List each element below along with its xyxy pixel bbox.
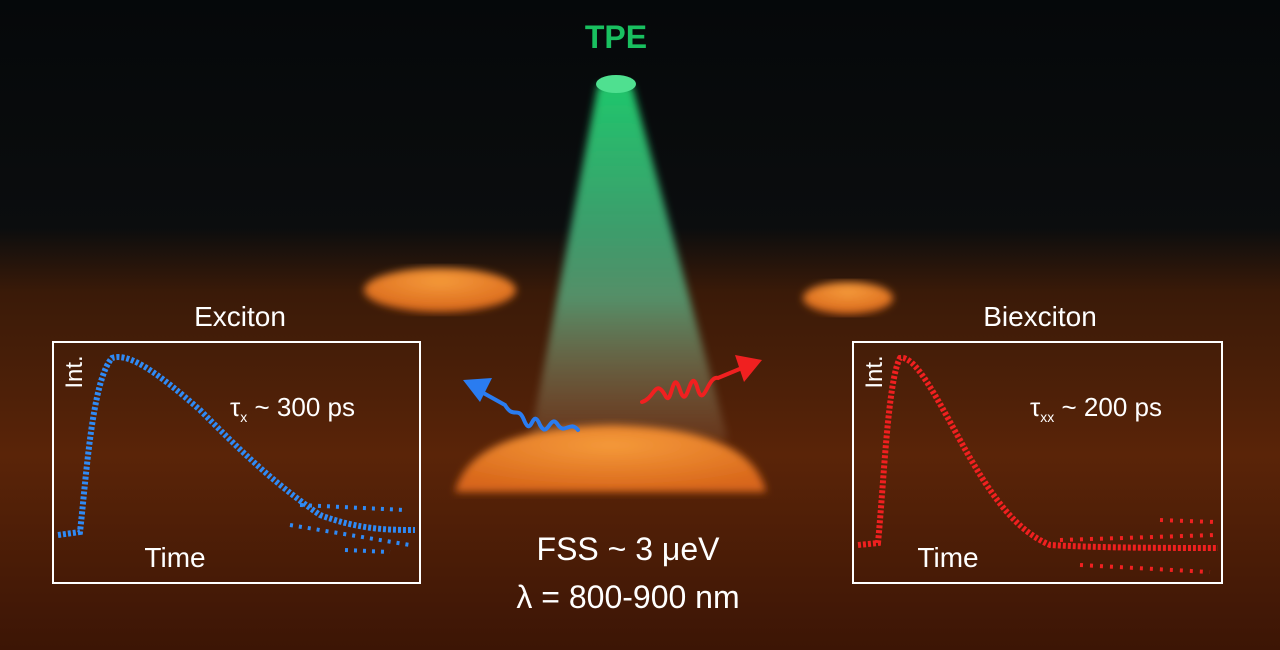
photon-red xyxy=(640,355,762,404)
plot-frame xyxy=(852,341,1223,584)
lifetime-label: τxx ~ 200 ps xyxy=(1030,392,1162,425)
photon-blue xyxy=(463,378,580,432)
text-part: τ xyxy=(1030,392,1041,422)
x-axis-label: Time xyxy=(917,542,978,573)
text-part: τ xyxy=(230,392,241,422)
y-axis-label: Int. xyxy=(61,355,88,388)
lifetime-label: τx ~ 300 ps xyxy=(230,392,355,425)
caption-line: FSS ~ 3 μeV xyxy=(537,531,721,567)
beam-spot xyxy=(596,75,636,93)
laser-beam xyxy=(530,85,728,440)
decay-noise xyxy=(1059,518,1216,574)
decay-noise xyxy=(289,503,411,554)
decay-curve xyxy=(857,354,1219,551)
dot-small xyxy=(803,282,893,314)
panel-title: Biexciton xyxy=(983,301,1097,332)
text-part: ~ 300 ps xyxy=(247,392,355,422)
quantum-dot xyxy=(455,425,766,492)
plot-frame xyxy=(52,341,421,584)
dot-small xyxy=(364,268,516,312)
beam-label: TPE xyxy=(585,19,647,55)
text-part: x xyxy=(240,409,247,425)
caption-line: λ = 800-900 nm xyxy=(516,579,739,615)
text-part: xx xyxy=(1040,409,1054,425)
y-axis-label: Int. xyxy=(861,355,888,388)
x-axis-label: Time xyxy=(144,542,205,573)
text-part: ~ 200 ps xyxy=(1054,392,1162,422)
panel-title: Exciton xyxy=(194,301,286,332)
